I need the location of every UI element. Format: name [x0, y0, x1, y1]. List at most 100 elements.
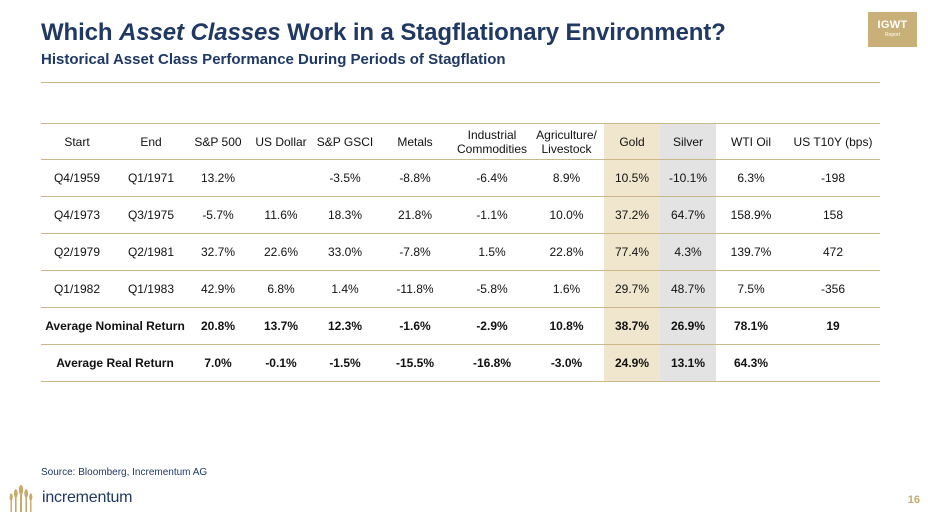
table-cell: 22.6% [247, 233, 315, 271]
table-cell: Q1/1983 [113, 270, 189, 308]
table-cell [786, 344, 880, 382]
col-header-gold: Gold [604, 123, 660, 160]
table-row: Q2/1979 Q2/1981 32.7% 22.6% 33.0% -7.8% … [41, 233, 880, 271]
page-subtitle: Historical Asset Class Performance Durin… [41, 51, 506, 68]
table-cell: 1.4% [315, 270, 375, 308]
table-row: Q4/1973 Q3/1975 -5.7% 11.6% 18.3% 21.8% … [41, 196, 880, 234]
table-cell: 19 [786, 307, 880, 345]
col-header-us-dollar: US Dollar [247, 123, 315, 160]
table-cell: -198 [786, 159, 880, 197]
col-header-sp-gsci: S&P GSCI [315, 123, 375, 160]
table-cell: -16.8% [455, 344, 529, 382]
col-header-silver: Silver [660, 123, 716, 160]
table-cell: 7.0% [189, 344, 247, 382]
col-header-sp500: S&P 500 [189, 123, 247, 160]
table-cell: 21.8% [375, 196, 455, 234]
incrementum-logo: incrementum [6, 484, 132, 512]
table-cell: -3.0% [529, 344, 604, 382]
table-cell: -0.1% [247, 344, 315, 382]
table-cell-silver: -10.1% [660, 159, 716, 197]
table-cell: 32.7% [189, 233, 247, 271]
page-title: Which Asset Classes Work in a Stagflatio… [41, 19, 726, 47]
table-cell: 6.8% [247, 270, 315, 308]
table-cell: 12.3% [315, 307, 375, 345]
summary-row-nominal: Average Nominal Return 20.8% 13.7% 12.3%… [41, 307, 880, 345]
table-cell-gold: 29.7% [604, 270, 660, 308]
header-divider [41, 82, 880, 83]
logo-badge-subtitle: Report [884, 32, 900, 38]
table-cell: 10.8% [529, 307, 604, 345]
table-cell: -3.5% [315, 159, 375, 197]
table-cell: -6.4% [455, 159, 529, 197]
table-cell: Q3/1975 [113, 196, 189, 234]
summary-label: Average Real Return [41, 344, 189, 382]
table-cell-silver: 4.3% [660, 233, 716, 271]
col-header-end: End [113, 123, 189, 160]
table-cell: 13.7% [247, 307, 315, 345]
table-cell: 18.3% [315, 196, 375, 234]
table-cell: Q4/1959 [41, 159, 113, 197]
table-cell-silver: 13.1% [660, 344, 716, 382]
table-cell: -11.8% [375, 270, 455, 308]
table-header-row: Start End S&P 500 US Dollar S&P GSCI Met… [41, 123, 880, 160]
table-cell: -1.6% [375, 307, 455, 345]
table-cell-silver: 64.7% [660, 196, 716, 234]
table-cell: 33.0% [315, 233, 375, 271]
table-cell [247, 159, 315, 197]
table-cell: -2.9% [455, 307, 529, 345]
table-cell-gold: 10.5% [604, 159, 660, 197]
table-row: Q1/1982 Q1/1983 42.9% 6.8% 1.4% -11.8% -… [41, 270, 880, 308]
title-prefix: Which [41, 19, 120, 46]
table-cell: 1.5% [455, 233, 529, 271]
table-cell: 10.0% [529, 196, 604, 234]
table-cell: Q2/1979 [41, 233, 113, 271]
table-cell: -5.7% [189, 196, 247, 234]
table-cell: -15.5% [375, 344, 455, 382]
table-cell: Q1/1982 [41, 270, 113, 308]
table-cell-gold: 37.2% [604, 196, 660, 234]
source-note: Source: Bloomberg, Incrementum AG [41, 467, 208, 478]
table-cell: 7.5% [716, 270, 786, 308]
igwt-report-logo: IGWT Report [868, 12, 917, 47]
table-cell: -7.8% [375, 233, 455, 271]
col-header-wti-oil: WTI Oil [716, 123, 786, 160]
table-cell: 6.3% [716, 159, 786, 197]
col-header-agriculture-livestock: Agriculture/ Livestock [529, 123, 604, 160]
table-cell: 11.6% [247, 196, 315, 234]
table-cell: -1.1% [455, 196, 529, 234]
table-cell: -1.5% [315, 344, 375, 382]
table-cell: 1.6% [529, 270, 604, 308]
table-cell: 158.9% [716, 196, 786, 234]
table-cell: 42.9% [189, 270, 247, 308]
table-cell-silver: 26.9% [660, 307, 716, 345]
table-cell: -356 [786, 270, 880, 308]
col-header-industrial-commodities: Industrial Commodities [455, 123, 529, 160]
table-cell: 20.8% [189, 307, 247, 345]
brand-name: incrementum [42, 489, 133, 506]
col-header-metals: Metals [375, 123, 455, 160]
table-cell: 13.2% [189, 159, 247, 197]
title-emphasis: Asset Classes [119, 19, 281, 46]
table-cell-silver: 48.7% [660, 270, 716, 308]
summary-label: Average Nominal Return [41, 307, 189, 345]
table-cell: Q2/1981 [113, 233, 189, 271]
table-cell: -5.8% [455, 270, 529, 308]
summary-row-real: Average Real Return 7.0% -0.1% -1.5% -15… [41, 344, 880, 382]
table-cell-gold: 38.7% [604, 307, 660, 345]
col-header-start: Start [41, 123, 113, 160]
table-cell-gold: 24.9% [604, 344, 660, 382]
table-cell-gold: 77.4% [604, 233, 660, 271]
logo-badge-title: IGWT [877, 19, 908, 31]
table-cell: 158 [786, 196, 880, 234]
table-row: Q4/1959 Q1/1971 13.2% -3.5% -8.8% -6.4% … [41, 159, 880, 197]
table-cell: Q4/1973 [41, 196, 113, 234]
table-cell: 139.7% [716, 233, 786, 271]
page-number: 16 [907, 494, 920, 506]
table-cell: Q1/1971 [113, 159, 189, 197]
wheat-icon [6, 484, 36, 512]
stagflation-performance-table: Start End S&P 500 US Dollar S&P GSCI Met… [41, 123, 880, 382]
table-cell: 472 [786, 233, 880, 271]
col-header-us-t10y: US T10Y (bps) [786, 123, 880, 160]
table-cell: 8.9% [529, 159, 604, 197]
